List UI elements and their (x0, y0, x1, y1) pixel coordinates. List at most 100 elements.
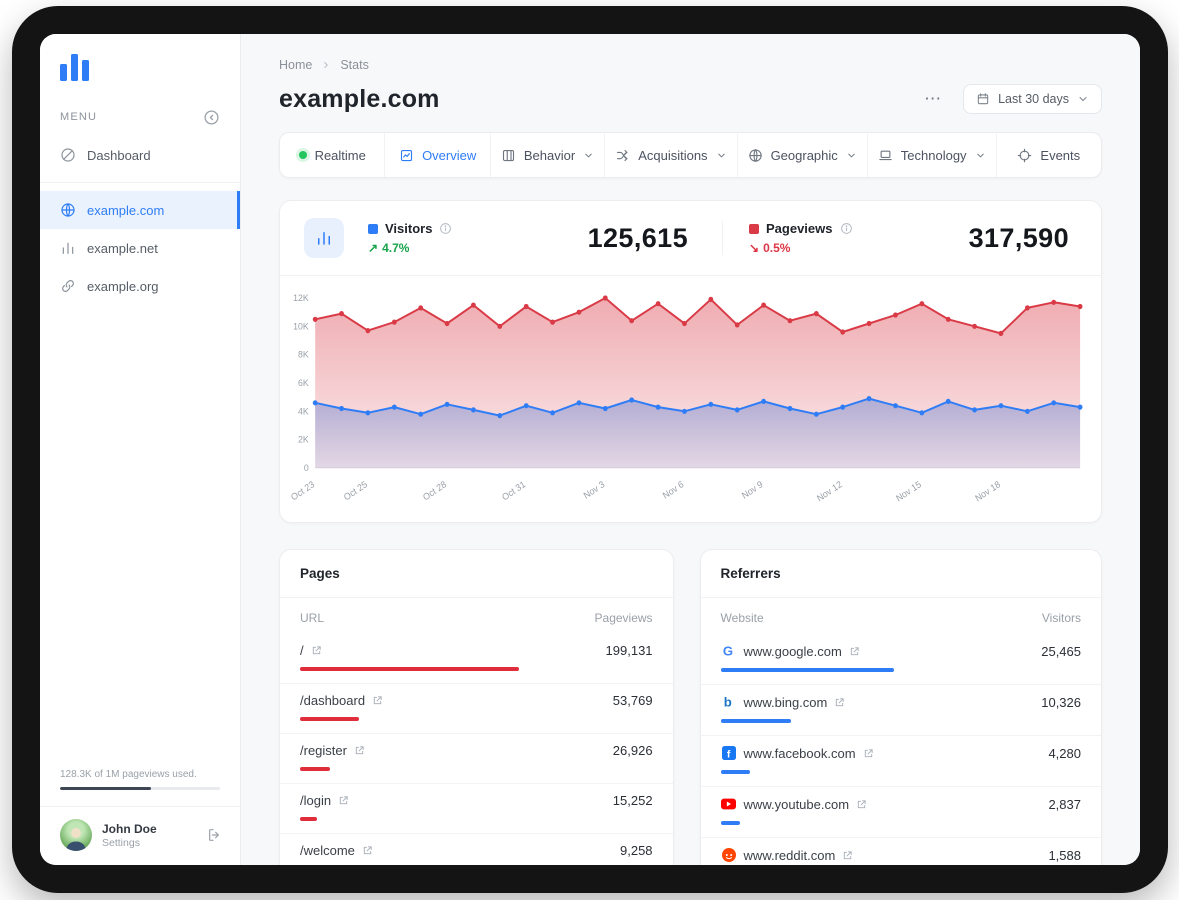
referrer-link[interactable]: www.reddit.com (721, 847, 854, 863)
external-link-icon (355, 746, 364, 755)
page-url-link[interactable]: /register (300, 743, 365, 758)
crosshair-icon (1018, 148, 1032, 162)
date-range-select[interactable]: Last 30 days (963, 84, 1102, 114)
page-url-link[interactable]: /login (300, 793, 349, 808)
app-screen: MENU Dashboard example.com example.net (40, 34, 1140, 865)
svg-text:Nov 18: Nov 18 (973, 479, 1002, 504)
external-link-icon (339, 796, 348, 805)
referrer-link[interactable]: b www.bing.com (721, 694, 846, 710)
overview-icon (401, 149, 413, 161)
svg-text:10K: 10K (293, 321, 309, 331)
pages-title: Pages (280, 550, 673, 598)
section-tabs: Realtime Overview Behavior Acquisitions (279, 132, 1102, 178)
svg-text:Oct 31: Oct 31 (500, 479, 527, 503)
tab-acquisitions[interactable]: Acquisitions (605, 133, 738, 177)
external-link-icon (373, 696, 382, 705)
sidebar-collapse-icon[interactable] (200, 106, 222, 128)
page-url-link[interactable]: /welcome (300, 843, 373, 858)
referrer-link[interactable]: f www.facebook.com (721, 745, 874, 761)
svg-text:Oct 25: Oct 25 (342, 479, 369, 503)
menu-label: MENU (60, 111, 98, 123)
sidebar-item-label: Dashboard (87, 147, 151, 163)
more-options-icon[interactable]: ⋯ (920, 85, 947, 113)
table-row: www.youtube.com 2,837 (700, 787, 1101, 838)
external-link-icon (857, 799, 866, 808)
trend-up-icon: ↗ (368, 241, 379, 255)
referrers-col-visitors: Visitors (1041, 611, 1081, 625)
sidebar-item-label: example.org (87, 278, 159, 294)
tab-overview[interactable]: Overview (385, 133, 491, 177)
visitors-count: 10,326 (1041, 694, 1081, 710)
svg-text:f: f (726, 748, 730, 760)
tab-geographic[interactable]: Geographic (738, 133, 868, 177)
table-row: /login 15,252 (280, 784, 673, 834)
breadcrumb-home-link[interactable]: Home (279, 58, 313, 72)
pageviews-bar (300, 767, 330, 771)
live-dot-icon (298, 151, 307, 159)
page-title: example.com (279, 84, 440, 113)
sidebar-item-label: example.net (87, 240, 158, 256)
sidebar-item-example-net[interactable]: example.net (40, 229, 240, 267)
svg-text:8K: 8K (298, 349, 309, 359)
svg-text:2K: 2K (298, 434, 309, 444)
pageviews-bar (300, 817, 317, 821)
svg-text:Nov 12: Nov 12 (815, 479, 844, 504)
table-row: b www.bing.com 10,326 (700, 685, 1101, 736)
facebook-icon: f (721, 745, 737, 761)
youtube-icon (721, 796, 737, 812)
trend-down-icon: ↘ (749, 241, 760, 255)
visitors-bar (720, 821, 740, 825)
pageviews-count: 53,769 (612, 693, 653, 708)
visitors-delta: ↗ 4.7% (368, 241, 410, 255)
external-link-icon (864, 748, 873, 757)
visitors-bar (720, 770, 750, 774)
pageviews-value: 317,590 (968, 222, 1069, 253)
open-settings-icon[interactable] (204, 824, 226, 846)
chevron-down-icon (585, 153, 592, 158)
visitors-label: Visitors (385, 221, 433, 236)
info-icon[interactable] (439, 222, 452, 235)
info-icon[interactable] (840, 222, 853, 235)
behavior-icon (502, 149, 514, 161)
referrer-link[interactable]: G www.google.com (721, 643, 860, 659)
table-row: f www.facebook.com 4,280 (700, 736, 1101, 787)
pageviews-legend-icon (749, 223, 759, 234)
table-row: / 199,131 (280, 634, 673, 684)
user-row[interactable]: John Doe Settings (40, 806, 240, 865)
user-settings-label: Settings (102, 836, 140, 849)
tab-behavior[interactable]: Behavior (491, 133, 606, 177)
tab-realtime[interactable]: Realtime (280, 133, 386, 177)
visitors-count: 4,280 (1048, 745, 1081, 761)
reddit-icon (721, 847, 737, 863)
user-name: John Doe (102, 821, 157, 836)
sidebar-item-dashboard[interactable]: Dashboard (40, 136, 240, 174)
sidebar-item-example-com[interactable]: example.com (40, 191, 240, 229)
pageviews-bar (300, 667, 519, 671)
date-range-value: Last 30 days (998, 92, 1069, 106)
pageviews-count: 15,252 (612, 793, 653, 808)
page-url-link[interactable]: /dashboard (300, 693, 383, 708)
pageviews-bar (300, 717, 359, 721)
sidebar-item-label: example.com (87, 202, 165, 218)
table-row: /welcome 9,258 (280, 834, 673, 865)
tab-technology[interactable]: Technology (868, 133, 997, 177)
sidebar: MENU Dashboard example.com example.net (40, 34, 241, 865)
breadcrumb-current: Stats (340, 58, 369, 72)
page-url-link[interactable]: / (300, 643, 322, 658)
pages-col-value: Pageviews (594, 611, 653, 625)
svg-text:Nov 6: Nov 6 (661, 479, 685, 501)
visitors-count: 1,588 (1048, 847, 1081, 863)
referrers-card: Referrers Website Visitors G www.google.… (699, 549, 1102, 865)
svg-text:Oct 23: Oct 23 (289, 479, 316, 503)
chevron-down-icon (976, 153, 984, 158)
tab-events[interactable]: Events (997, 133, 1101, 177)
chevron-right-icon (321, 60, 331, 70)
pageviews-count: 9,258 (620, 843, 653, 858)
avatar (60, 819, 92, 851)
usage-progress-bar (60, 787, 220, 790)
sidebar-item-example-org[interactable]: example.org (40, 267, 240, 305)
table-row: G www.google.com 25,465 (700, 634, 1101, 685)
referrer-link[interactable]: www.youtube.com (721, 796, 868, 812)
globe-icon (748, 148, 762, 162)
svg-text:Nov 3: Nov 3 (582, 479, 606, 501)
